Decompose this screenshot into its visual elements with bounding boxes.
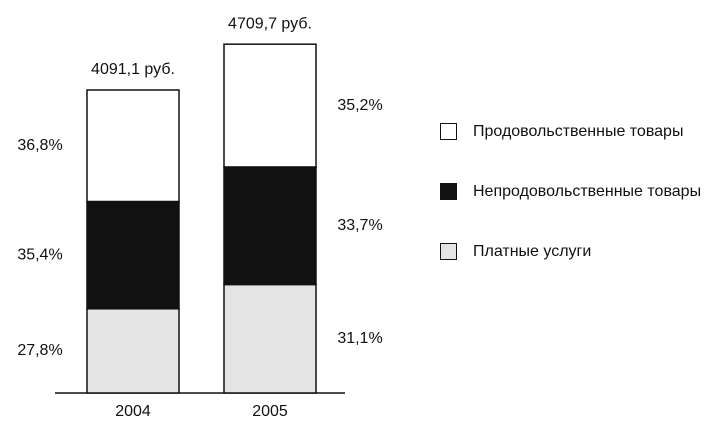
bar-segment (86, 200, 180, 310)
segment-label: 27,8% (17, 342, 62, 359)
legend-swatch (440, 123, 457, 140)
bar-segment (86, 308, 180, 394)
legend-swatch (440, 183, 457, 200)
bar-segment (86, 89, 180, 203)
legend-label: Непродовольственные товары (473, 183, 702, 200)
bar-segment (223, 283, 317, 394)
legend-swatch (440, 243, 457, 260)
bar-segment (223, 43, 317, 168)
bar-segment (223, 166, 317, 286)
total-label: 4709,7 руб. (228, 15, 312, 32)
total-label: 4091,1 руб. (91, 61, 175, 78)
legend-label: Продовольственные товары (473, 123, 684, 140)
segment-label: 33,7% (337, 217, 382, 234)
x-tick-label: 2004 (115, 403, 151, 420)
segment-label: 31,1% (337, 330, 382, 347)
x-tick-label: 2005 (252, 403, 288, 420)
segment-label: 36,8% (17, 137, 62, 154)
legend-label: Платные услуги (473, 243, 592, 260)
segment-label: 35,2% (337, 97, 382, 114)
segment-label: 35,4% (17, 246, 62, 263)
